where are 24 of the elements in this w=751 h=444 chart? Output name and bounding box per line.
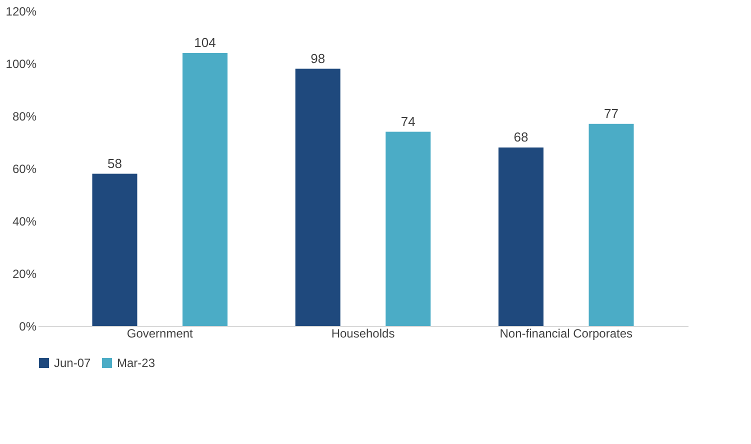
y-tick-label: 60% [12,162,37,176]
y-tick-label: 100% [6,57,37,71]
data-label: 77 [604,106,618,121]
data-label: 68 [514,130,528,144]
y-tick-label: 0% [19,320,37,334]
bar [295,68,340,326]
data-label: 104 [194,35,216,50]
bar [588,124,634,326]
x-tick-label: Households [331,326,395,340]
y-tick-label: 20% [12,267,37,281]
legend-label: Jun-07 [54,356,92,370]
legend-label: Mar-23 [117,356,156,370]
x-tick-label: Government [126,326,194,340]
bar [498,148,544,326]
bar [182,53,228,326]
data-label: 58 [108,156,122,171]
y-tick-label: 40% [12,214,37,228]
data-label: 98 [310,50,326,66]
data-label: 74 [400,114,416,129]
x-tick-label: Non-financial Corporates [500,326,632,340]
bar [386,132,431,326]
y-tick-label: 120% [6,4,37,18]
y-tick-label: 80% [12,110,37,124]
bar [92,174,138,326]
